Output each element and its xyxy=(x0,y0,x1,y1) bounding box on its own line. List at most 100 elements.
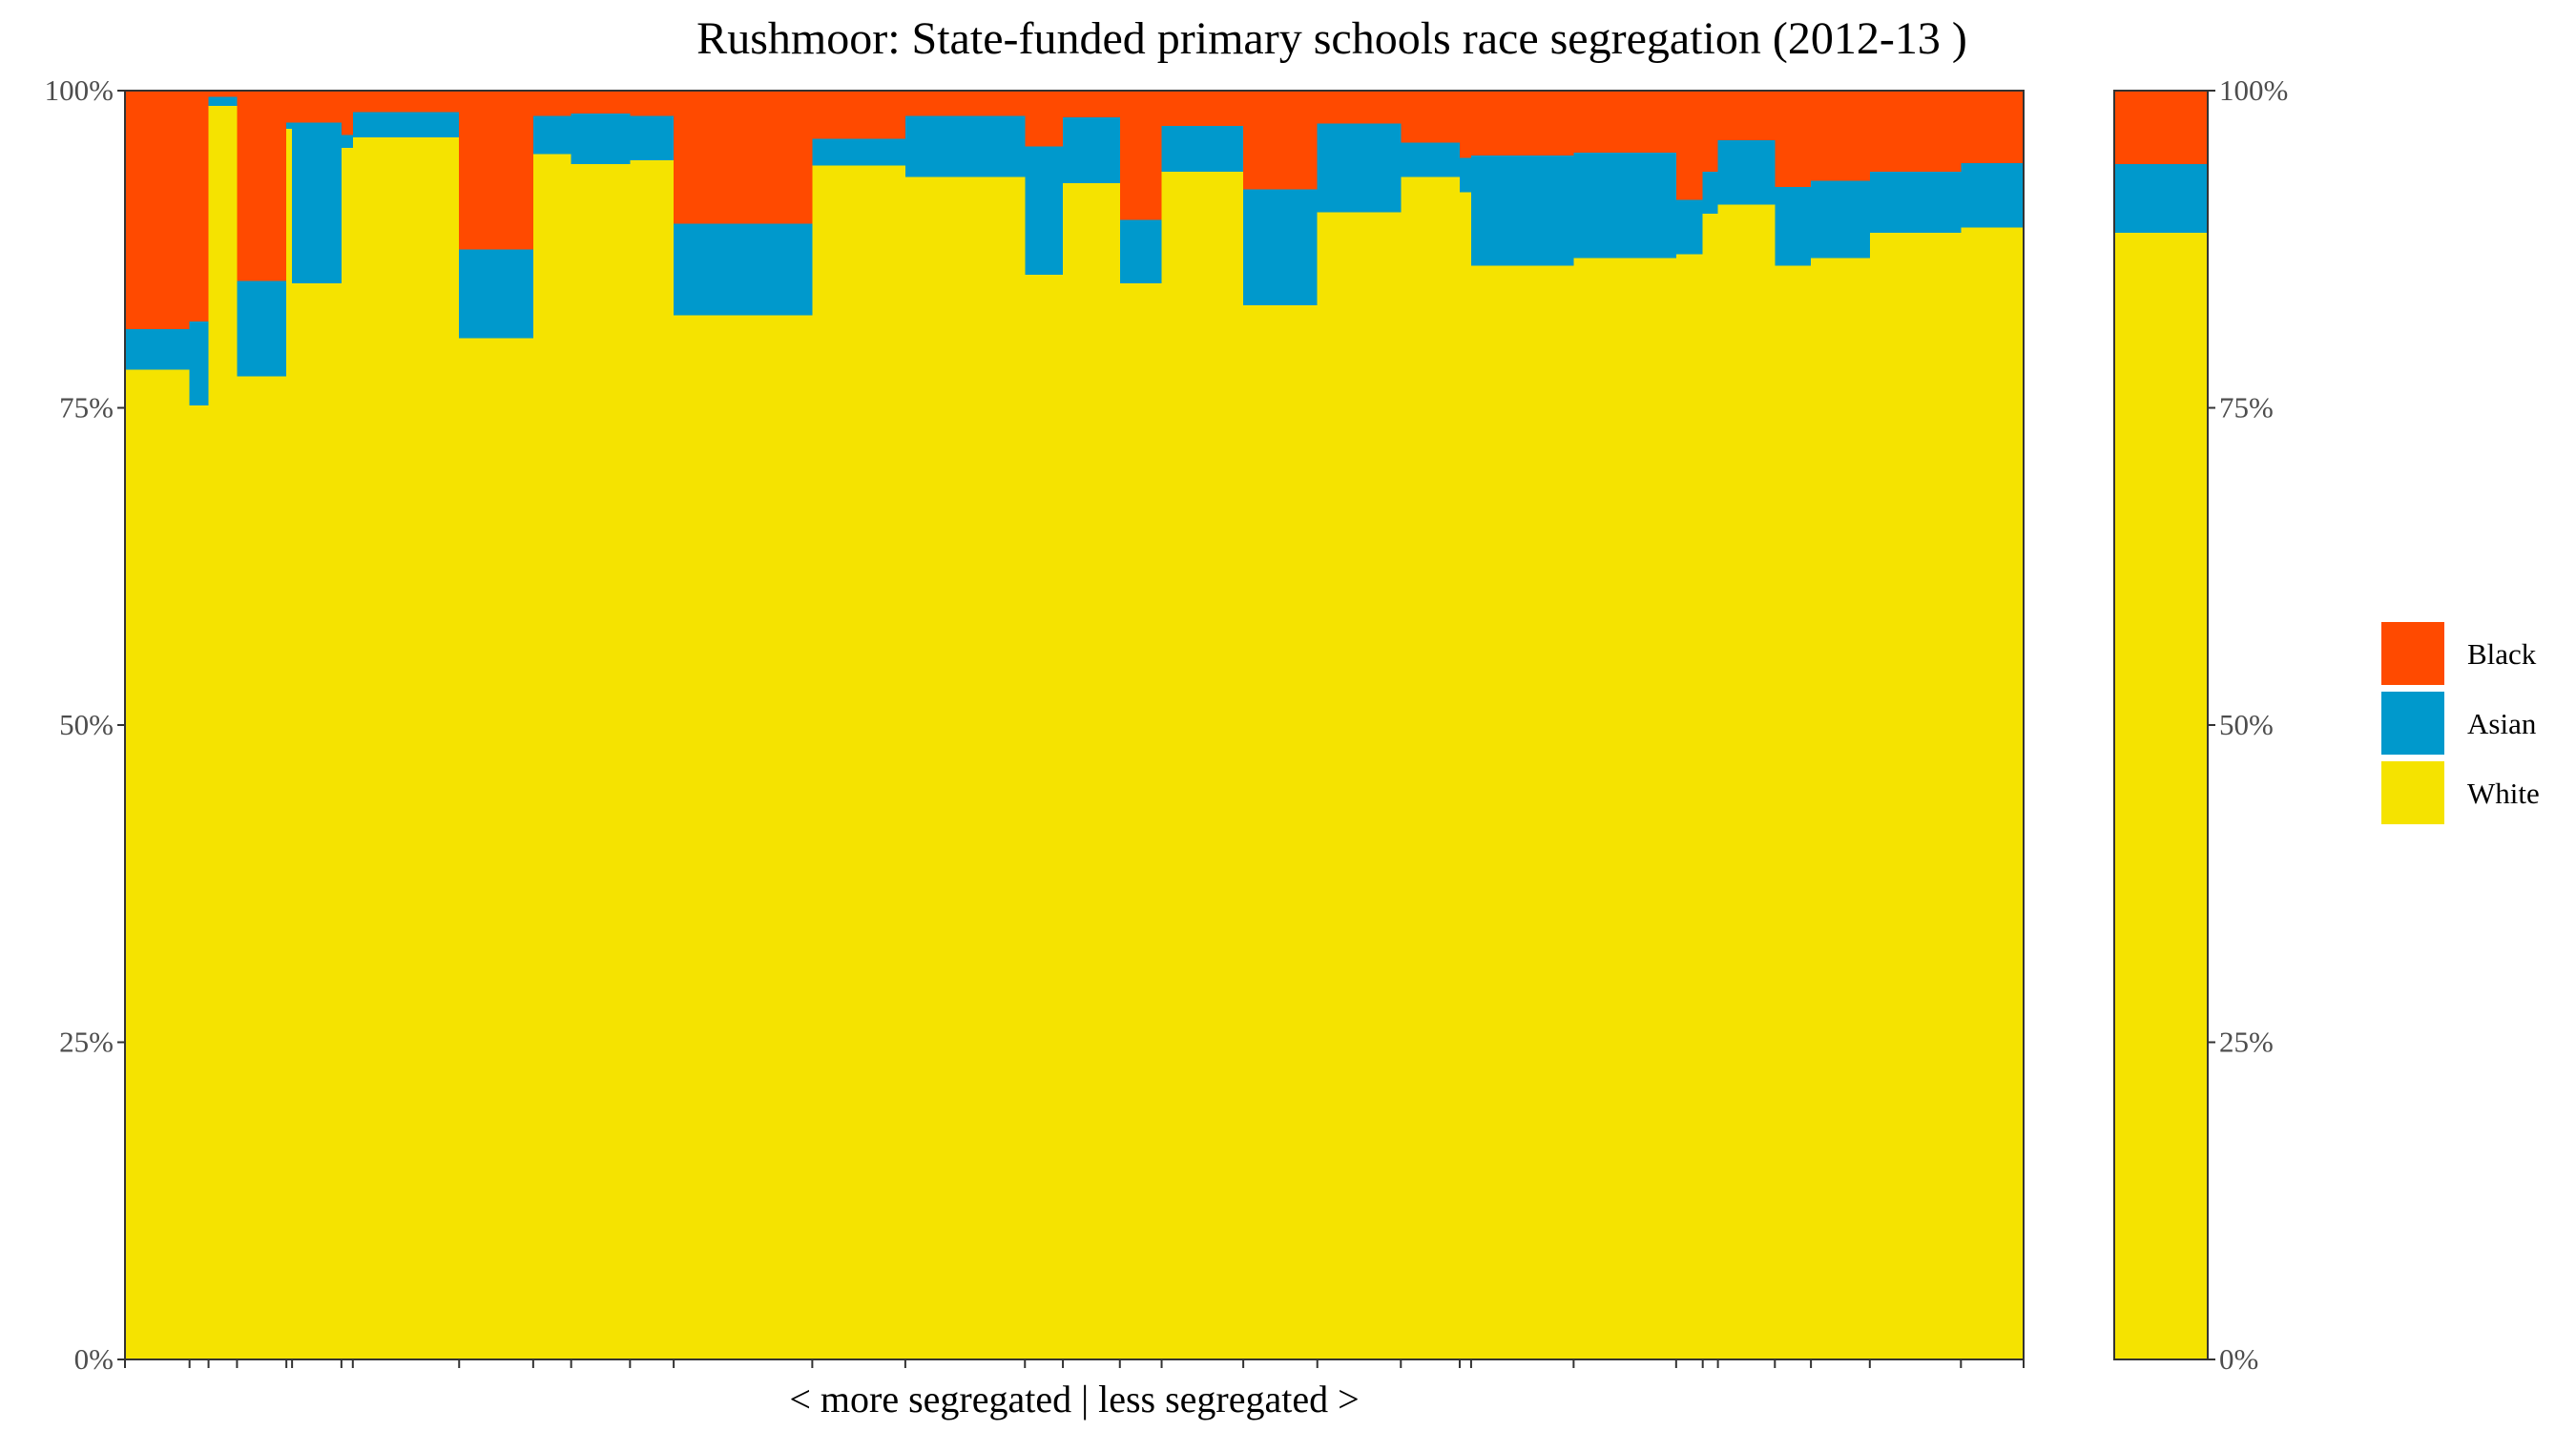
bar-segment-white-28 xyxy=(1775,265,1812,1359)
x-ticks xyxy=(124,1359,2025,1368)
schools-bars xyxy=(125,91,2024,1360)
bar-segment-white-12 xyxy=(674,315,813,1359)
bar-segment-black-9 xyxy=(532,91,571,116)
bar-segment-black-18 xyxy=(1161,91,1244,127)
bar-segment-black-overall xyxy=(2114,91,2208,165)
bar-segment-asian-26 xyxy=(1702,172,1718,215)
bar-segment-asian-29 xyxy=(1811,180,1870,259)
bar-segment-white-17 xyxy=(1119,283,1162,1359)
bar-segment-black-24 xyxy=(1573,91,1676,154)
bar-segment-asian-overall xyxy=(2114,164,2208,233)
bar-segment-black-14 xyxy=(904,91,1026,116)
bar-segment-black-26 xyxy=(1702,91,1718,173)
legend-swatch-white xyxy=(2381,761,2444,824)
bar-segment-asian-8 xyxy=(459,249,533,339)
bar-segment-asian-15 xyxy=(1025,146,1064,275)
y-tick-label-right: 100% xyxy=(2219,73,2288,107)
bar-segment-black-28 xyxy=(1775,91,1812,188)
bar-segment-asian-5 xyxy=(292,122,342,284)
bar-segment-white-5 xyxy=(292,283,342,1359)
bar-segment-black-30 xyxy=(1869,91,1962,173)
bar-segment-asian-23 xyxy=(1470,155,1574,266)
bar-segment-asian-31 xyxy=(1961,162,2024,228)
bar-segment-asian-25 xyxy=(1675,199,1703,255)
bar-segment-black-1 xyxy=(189,91,209,322)
y-tick-label-right: 75% xyxy=(2219,391,2274,425)
bar-segment-black-27 xyxy=(1717,91,1776,140)
bar-segment-asian-20 xyxy=(1317,123,1402,213)
y-tick-label-left: 50% xyxy=(59,708,114,741)
bar-segment-white-18 xyxy=(1161,172,1244,1359)
bar-segment-asian-11 xyxy=(630,115,675,161)
bar-segment-asian-13 xyxy=(812,138,905,166)
y-axis-right: 0% 25% 50% 75% 100% xyxy=(2208,73,2288,1376)
bar-segment-white-23 xyxy=(1470,265,1574,1359)
bar-segment-asian-0 xyxy=(125,329,190,370)
bar-segment-white-9 xyxy=(532,154,571,1359)
bar-segment-white-11 xyxy=(630,160,675,1359)
y-axis-left: 0% 25% 50% 75% 100% xyxy=(45,73,125,1376)
bar-segment-white-1 xyxy=(189,404,209,1360)
y-tick-label-left: 25% xyxy=(59,1026,114,1059)
bar-segment-white-15 xyxy=(1025,274,1064,1360)
bar-segment-black-4 xyxy=(286,91,293,123)
legend-label-asian: Asian xyxy=(2467,707,2537,740)
bar-segment-asian-12 xyxy=(674,223,813,316)
overall-bar xyxy=(2114,91,2208,1360)
y-tick-label-left: 100% xyxy=(45,73,114,107)
bar-segment-black-13 xyxy=(812,91,905,139)
bar-segment-white-3 xyxy=(237,376,287,1359)
bar-segment-black-29 xyxy=(1811,91,1870,181)
y-tick-label-right: 0% xyxy=(2219,1342,2258,1376)
bar-segment-black-20 xyxy=(1317,91,1402,124)
bar-segment-white-26 xyxy=(1702,214,1718,1359)
bar-segment-black-31 xyxy=(1961,91,2024,163)
bar-segment-asian-19 xyxy=(1243,189,1318,305)
y-tick-label-right: 50% xyxy=(2219,708,2274,741)
bar-segment-black-6 xyxy=(341,91,353,135)
bar-segment-white-4 xyxy=(286,128,293,1359)
bar-segment-asian-4 xyxy=(286,122,293,129)
bar-segment-white-30 xyxy=(1869,232,1962,1360)
bar-segment-asian-2 xyxy=(208,96,238,106)
bar-segment-black-10 xyxy=(571,91,631,114)
bar-segment-white-7 xyxy=(352,137,460,1360)
bar-segment-asian-10 xyxy=(571,113,631,165)
legend-label-black: Black xyxy=(2467,637,2537,671)
bar-segment-white-2 xyxy=(208,105,238,1360)
bar-segment-black-0 xyxy=(125,91,190,330)
bar-segment-white-10 xyxy=(571,164,631,1359)
bar-segment-asian-24 xyxy=(1573,153,1676,259)
bar-segment-asian-27 xyxy=(1717,139,1776,205)
bar-segment-asian-16 xyxy=(1063,116,1120,184)
bar-segment-white-31 xyxy=(1961,227,2024,1359)
bar-segment-white-0 xyxy=(125,369,190,1360)
bar-segment-black-11 xyxy=(630,91,675,116)
bar-segment-black-8 xyxy=(459,91,533,250)
bar-segment-black-16 xyxy=(1063,91,1120,117)
bar-segment-white-13 xyxy=(812,165,905,1360)
bar-segment-asian-9 xyxy=(532,115,571,155)
bar-segment-white-24 xyxy=(1573,258,1676,1359)
bar-segment-white-21 xyxy=(1401,176,1460,1360)
legend-swatch-black xyxy=(2381,622,2444,685)
bar-segment-black-19 xyxy=(1243,91,1318,190)
bar-segment-black-3 xyxy=(237,91,287,281)
bar-segment-white-22 xyxy=(1459,192,1471,1359)
bar-segment-asian-21 xyxy=(1401,142,1460,177)
bar-segment-asian-17 xyxy=(1119,219,1162,284)
legend-label-white: White xyxy=(2467,777,2540,810)
bar-segment-white-25 xyxy=(1675,254,1703,1359)
bar-segment-asian-30 xyxy=(1869,172,1962,233)
bar-segment-white-29 xyxy=(1811,258,1870,1359)
bar-segment-asian-28 xyxy=(1775,187,1812,266)
x-axis-label: < more segregated | less segregated > xyxy=(789,1378,1359,1421)
y-tick-label-left: 75% xyxy=(59,391,114,425)
bar-segment-white-20 xyxy=(1317,212,1402,1360)
bar-segment-asian-18 xyxy=(1161,126,1244,173)
y-tick-label-left: 0% xyxy=(74,1342,114,1376)
legend-swatch-asian xyxy=(2381,692,2444,755)
bar-segment-asian-22 xyxy=(1459,157,1471,193)
chart-title: Rushmoor: State-funded primary schools r… xyxy=(696,13,1967,64)
